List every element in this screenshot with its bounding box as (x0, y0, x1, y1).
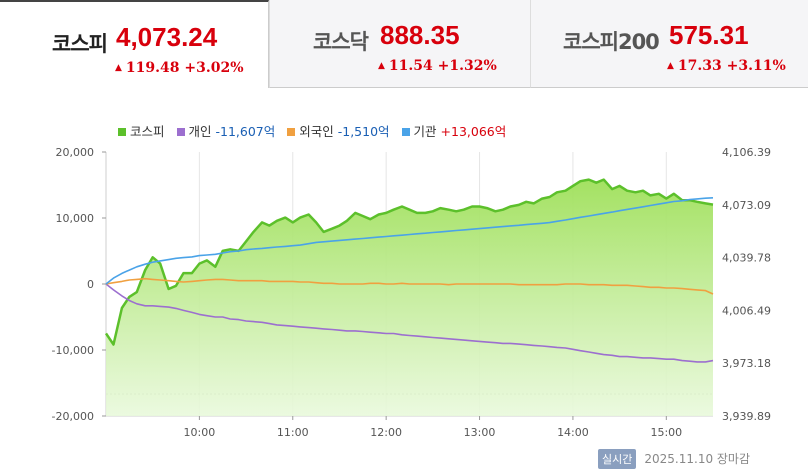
y-left-tick-label: 0 (87, 278, 94, 291)
x-tick-label: 12:00 (370, 426, 402, 439)
legend-swatch-foreign (287, 128, 296, 136)
tab-kospi-name: 코스피 (52, 32, 108, 56)
tab-kospi200-name: 코스피200 (563, 30, 660, 54)
x-tick-label: 15:00 (650, 426, 682, 439)
series-line (104, 178, 714, 346)
y-left-tick-label: -20,000 (52, 410, 94, 423)
up-triangle-icon: ▲ (667, 61, 674, 71)
legend-foreign-label: 외국인 (299, 124, 334, 139)
tab-kospi200-change: ▲ 17.33 +3.11% (667, 58, 786, 74)
tab-kospi200-value: 575.31 (669, 20, 749, 50)
tab-kospi-change: ▲ 119.48 +3.02% (115, 60, 244, 76)
tab-kospi-value: 4,073.24 (116, 22, 218, 52)
legend-individual-label: 개인 (188, 124, 212, 139)
series-line (105, 283, 714, 363)
x-tick-label: 10:00 (184, 426, 216, 439)
legend-individual[interactable]: 개인 -11,607억 (176, 121, 276, 140)
y-right-tick-label: 4,006.49 (722, 304, 771, 317)
y-left-tick-label: 10,000 (56, 212, 95, 225)
tab-kosdaq-change: ▲ 11.54 +1.32% (378, 58, 497, 74)
legend-swatch-kospi (118, 128, 126, 136)
x-tick-label: 14:00 (557, 426, 589, 439)
tab-kospi-change-text: 119.48 +3.02% (125, 60, 244, 76)
kospi-area (106, 179, 713, 416)
y-right-tick-label: 4,106.39 (722, 146, 771, 159)
chart-legend: 코스피 개인 -11,607억 외국인 -1,510억 기관 +13,066억 (118, 121, 514, 140)
y-right-tick-label: 4,039.78 (722, 252, 771, 265)
tab-kospi[interactable]: 코스피 4,073.24 ▲ 119.48 +3.02% (0, 0, 269, 88)
legend-swatch-institution (401, 128, 410, 136)
index-tabs: 코스피 4,073.24 ▲ 119.48 +3.02% 코스닥 888.35 ▲… (0, 0, 808, 88)
legend-swatch-individual (176, 128, 185, 136)
legend-kospi[interactable]: 코스피 (118, 121, 165, 140)
y-right-tick-label: 3,939.89 (722, 410, 771, 423)
y-right-tick-label: 4,073.09 (722, 199, 771, 212)
up-triangle-icon: ▲ (115, 63, 122, 73)
legend-foreign[interactable]: 외국인 -1,510억 (287, 121, 390, 140)
x-tick-label: 11:00 (277, 426, 309, 439)
x-tick-label: 13:00 (464, 426, 496, 439)
tab-kosdaq-change-text: 11.54 +1.32% (388, 58, 497, 74)
legend-institution-label: 기관 (413, 124, 437, 139)
series-line (105, 197, 714, 285)
legend-individual-value: -11,607억 (215, 124, 276, 139)
tab-kosdaq-value: 888.35 (380, 20, 460, 50)
legend-institution[interactable]: 기관 +13,066억 (401, 121, 507, 140)
tab-kosdaq[interactable]: 코스닥 888.35 ▲ 11.54 +1.32% (269, 0, 530, 88)
y-left-tick-label: -10,000 (52, 344, 94, 357)
tab-kospi200[interactable]: 코스피200 575.31 ▲ 17.33 +3.11% (530, 0, 808, 88)
y-left-tick-label: 20,000 (56, 146, 95, 159)
legend-foreign-value: -1,510억 (337, 124, 390, 139)
realtime-badge[interactable]: 실시간 (598, 449, 637, 469)
legend-institution-value: +13,066억 (440, 124, 507, 139)
chart-footer: 실시간 2025.11.10 장마감 (598, 449, 750, 469)
y-right-tick-label: 3,973.18 (722, 357, 771, 370)
tab-kospi200-change-text: 17.33 +3.11% (677, 58, 786, 74)
legend-kospi-label: 코스피 (130, 124, 165, 139)
series-line (105, 277, 714, 295)
up-triangle-icon: ▲ (378, 61, 385, 71)
tab-kosdaq-name: 코스닥 (313, 30, 369, 54)
market-close-date: 2025.11.10 장마감 (644, 452, 751, 466)
